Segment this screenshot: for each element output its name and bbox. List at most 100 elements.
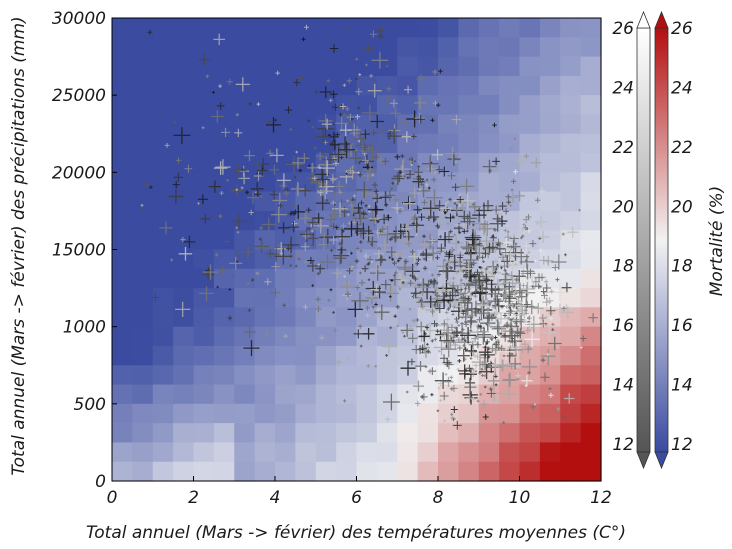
data-point bbox=[397, 256, 403, 261]
data-point bbox=[426, 349, 431, 354]
data-point bbox=[483, 374, 487, 377]
data-point bbox=[243, 340, 260, 357]
heatmap-cell bbox=[254, 461, 276, 482]
heatmap-cell bbox=[376, 365, 398, 386]
heatmap-cell bbox=[295, 191, 317, 212]
heatmap-cell bbox=[152, 268, 174, 289]
data-point bbox=[453, 202, 457, 205]
data-point bbox=[274, 118, 277, 122]
data-point bbox=[481, 374, 484, 377]
data-point bbox=[465, 394, 474, 403]
data-point bbox=[417, 213, 426, 221]
heatmap-cell bbox=[580, 384, 602, 405]
heatmap-cell bbox=[132, 133, 154, 154]
data-point bbox=[330, 200, 336, 206]
heatmap-cell bbox=[315, 268, 337, 289]
data-point bbox=[320, 180, 330, 190]
x-tick-label: 0 bbox=[107, 488, 118, 508]
heatmap-cell bbox=[254, 288, 276, 308]
heatmap-cell bbox=[397, 384, 419, 405]
data-point bbox=[426, 343, 429, 346]
data-point bbox=[388, 225, 404, 242]
colorbar-points-tick-label: 12 bbox=[612, 435, 634, 455]
heatmap-cell bbox=[213, 133, 235, 154]
data-point bbox=[497, 343, 515, 360]
data-point bbox=[483, 280, 500, 298]
data-point bbox=[429, 245, 433, 249]
data-point bbox=[481, 249, 490, 258]
data-point bbox=[458, 231, 462, 235]
data-point bbox=[450, 415, 455, 420]
heatmap-cell bbox=[152, 326, 174, 347]
data-point bbox=[450, 406, 458, 413]
data-point bbox=[417, 165, 421, 169]
data-point bbox=[410, 288, 421, 299]
data-point bbox=[451, 114, 462, 125]
data-point bbox=[500, 266, 503, 270]
data-point bbox=[495, 210, 503, 218]
data-point bbox=[454, 160, 458, 164]
data-point bbox=[464, 339, 467, 342]
data-point bbox=[425, 325, 430, 330]
heatmap-cell bbox=[213, 403, 235, 424]
heatmap-cell bbox=[458, 95, 480, 116]
data-point bbox=[357, 106, 360, 110]
data-point bbox=[355, 246, 360, 251]
heatmap-cell bbox=[397, 56, 419, 77]
heatmap-cell bbox=[336, 230, 358, 251]
heatmap-cell bbox=[580, 191, 602, 212]
data-point bbox=[184, 164, 193, 173]
heatmap-cell bbox=[152, 37, 174, 58]
data-point bbox=[173, 120, 177, 124]
heatmap-cell bbox=[112, 56, 133, 77]
data-point bbox=[482, 246, 495, 259]
data-point bbox=[402, 281, 408, 287]
data-point bbox=[394, 154, 400, 160]
data-point bbox=[208, 180, 221, 193]
data-point bbox=[374, 302, 378, 307]
data-point bbox=[389, 326, 393, 330]
data-point bbox=[312, 175, 318, 181]
colorbar-mortality-tick-label: 26 bbox=[671, 19, 693, 39]
heatmap-cell bbox=[519, 95, 541, 116]
data-point bbox=[514, 190, 525, 202]
data-point bbox=[489, 234, 497, 242]
data-point bbox=[468, 340, 477, 349]
heatmap-cell bbox=[213, 18, 235, 38]
heatmap-cell bbox=[234, 18, 256, 38]
data-point bbox=[307, 164, 311, 168]
data-point bbox=[453, 206, 461, 214]
heatmap-cell bbox=[295, 268, 317, 289]
data-point bbox=[457, 335, 472, 350]
data-point bbox=[347, 198, 354, 205]
heatmap-cell bbox=[173, 403, 195, 424]
data-point bbox=[403, 197, 417, 211]
data-point bbox=[331, 192, 339, 200]
data-point bbox=[422, 266, 428, 271]
data-point bbox=[477, 324, 485, 332]
data-point bbox=[354, 114, 361, 120]
data-point bbox=[515, 328, 526, 339]
heatmap-cell bbox=[560, 442, 582, 463]
data-point bbox=[536, 222, 539, 226]
data-point bbox=[229, 256, 243, 270]
data-point bbox=[367, 261, 371, 265]
data-point bbox=[527, 251, 531, 254]
data-point bbox=[511, 305, 516, 309]
heatmap-cell bbox=[580, 345, 602, 366]
heatmap-cell bbox=[173, 423, 195, 444]
data-point bbox=[369, 157, 372, 161]
heatmap-cell bbox=[499, 172, 521, 193]
x-tick-label: 2 bbox=[188, 488, 199, 508]
data-point bbox=[495, 313, 507, 325]
heatmap-cell bbox=[438, 403, 459, 424]
data-point bbox=[467, 292, 475, 299]
heatmap-cell bbox=[254, 114, 276, 135]
data-point bbox=[392, 250, 400, 258]
data-point bbox=[376, 156, 385, 165]
heatmap-cell bbox=[417, 423, 439, 444]
data-point bbox=[432, 217, 437, 222]
heatmap-cell bbox=[438, 18, 459, 38]
heatmap-cell bbox=[478, 249, 500, 270]
data-point bbox=[578, 208, 581, 212]
